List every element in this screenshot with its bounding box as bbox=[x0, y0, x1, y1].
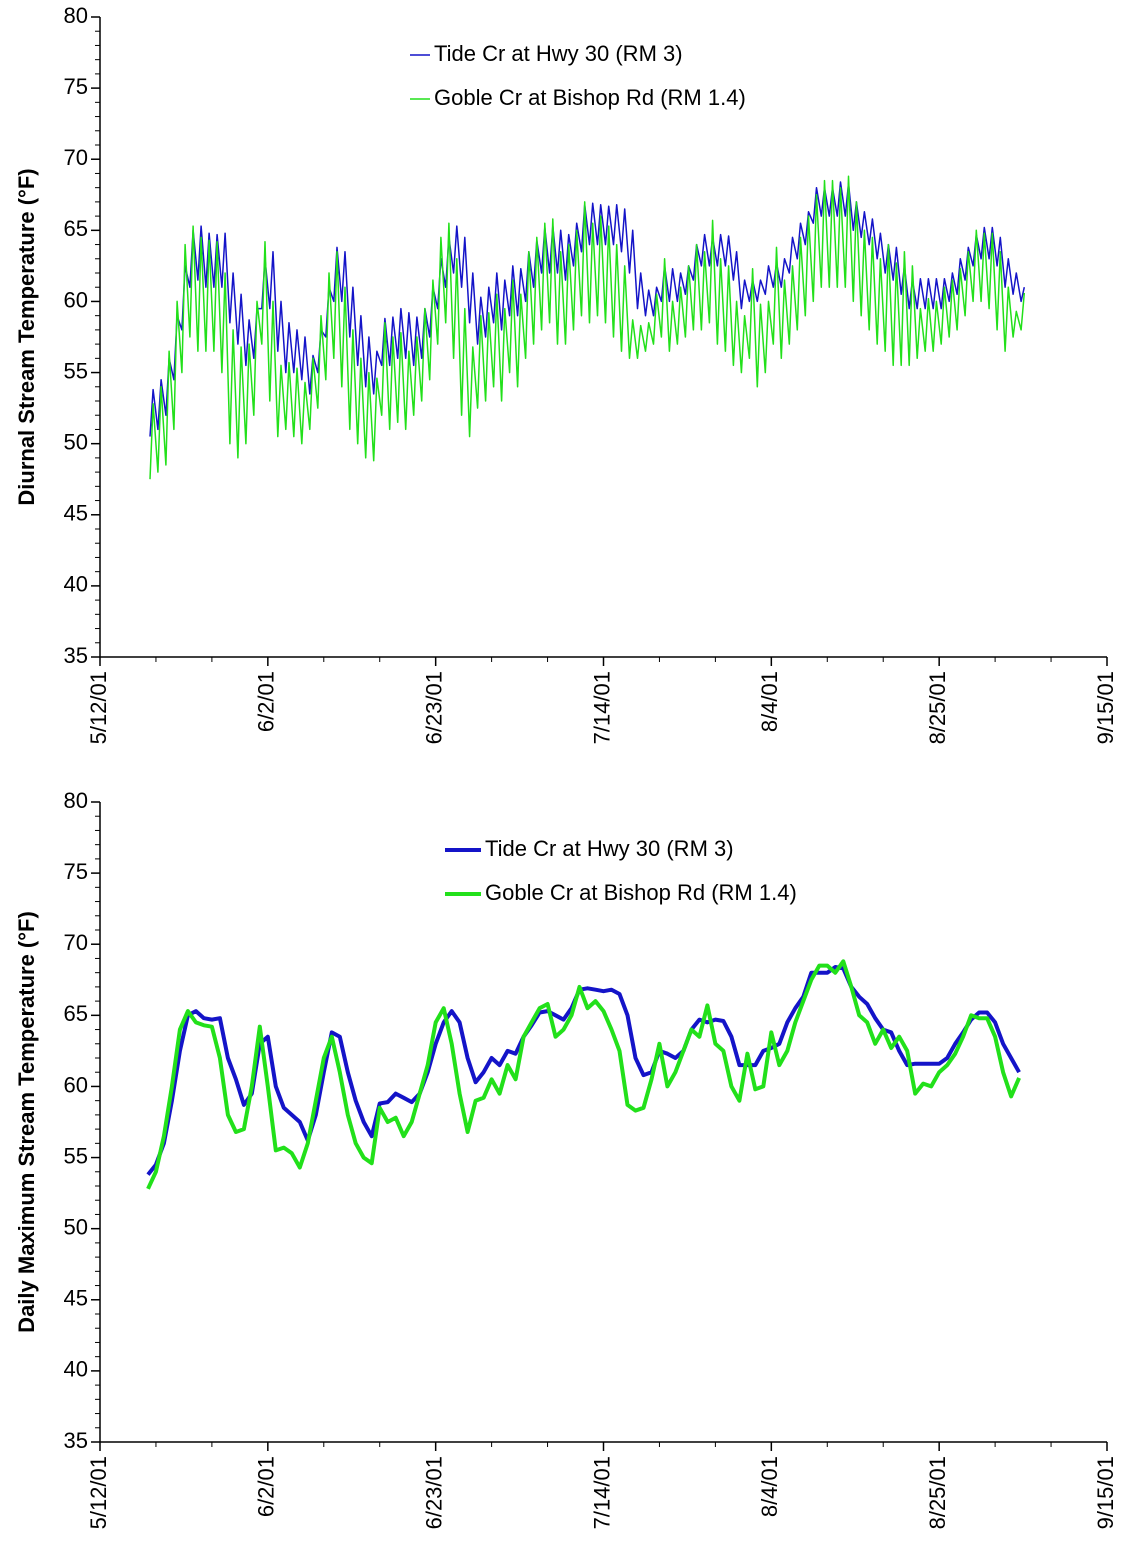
series-line bbox=[146, 965, 1021, 1176]
x-tick-label: 6/23/01 bbox=[421, 671, 446, 744]
y-tick-label: 80 bbox=[64, 3, 88, 28]
y-tick-label: 75 bbox=[64, 859, 88, 884]
x-tick-label: 9/15/01 bbox=[1093, 1456, 1118, 1529]
y-tick-label: 50 bbox=[64, 1214, 88, 1239]
y-tick-label: 70 bbox=[64, 930, 88, 955]
y-tick-label: 45 bbox=[64, 501, 88, 526]
x-tick-label: 5/12/01 bbox=[86, 671, 111, 744]
x-tick-label: 6/23/01 bbox=[421, 1456, 446, 1529]
y-tick-label: 40 bbox=[64, 572, 88, 597]
series-line bbox=[146, 959, 1021, 1190]
y-tick-label: 55 bbox=[64, 1143, 88, 1168]
x-tick-label: 7/14/01 bbox=[589, 671, 614, 744]
legend-label: Goble Cr at Bishop Rd (RM 1.4) bbox=[434, 85, 746, 110]
y-tick-label: 60 bbox=[64, 1072, 88, 1097]
x-tick-label: 8/4/01 bbox=[757, 1456, 782, 1517]
y-axis-label: Daily Maximum Stream Temperature (°F) bbox=[14, 911, 39, 1333]
x-tick-label: 7/14/01 bbox=[589, 1456, 614, 1529]
x-tick-label: 8/25/01 bbox=[925, 671, 950, 744]
y-tick-label: 65 bbox=[64, 1001, 88, 1026]
series-line bbox=[149, 181, 1026, 437]
x-tick-label: 8/25/01 bbox=[925, 1456, 950, 1529]
y-tick-label: 35 bbox=[64, 643, 88, 668]
y-tick-label: 35 bbox=[64, 1428, 88, 1453]
x-tick-label: 6/2/01 bbox=[254, 1456, 279, 1517]
y-tick-label: 50 bbox=[64, 429, 88, 454]
x-tick-label: 9/15/01 bbox=[1093, 671, 1118, 744]
y-tick-label: 55 bbox=[64, 358, 88, 383]
y-tick-label: 70 bbox=[64, 145, 88, 170]
legend-label: Goble Cr at Bishop Rd (RM 1.4) bbox=[485, 880, 797, 905]
y-tick-label: 80 bbox=[64, 788, 88, 813]
x-tick-label: 5/12/01 bbox=[86, 1456, 111, 1529]
x-tick-label: 6/2/01 bbox=[254, 671, 279, 732]
legend-label: Tide Cr at Hwy 30 (RM 3) bbox=[485, 836, 734, 861]
y-tick-label: 75 bbox=[64, 74, 88, 99]
series-line bbox=[149, 175, 1026, 480]
y-tick-label: 60 bbox=[64, 287, 88, 312]
legend-label: Tide Cr at Hwy 30 (RM 3) bbox=[434, 41, 683, 66]
x-tick-label: 8/4/01 bbox=[757, 671, 782, 732]
y-tick-label: 40 bbox=[64, 1357, 88, 1382]
y-axis-label: Diurnal Stream Temperature (°F) bbox=[14, 168, 39, 505]
y-tick-label: 65 bbox=[64, 216, 88, 241]
y-tick-label: 45 bbox=[64, 1286, 88, 1311]
